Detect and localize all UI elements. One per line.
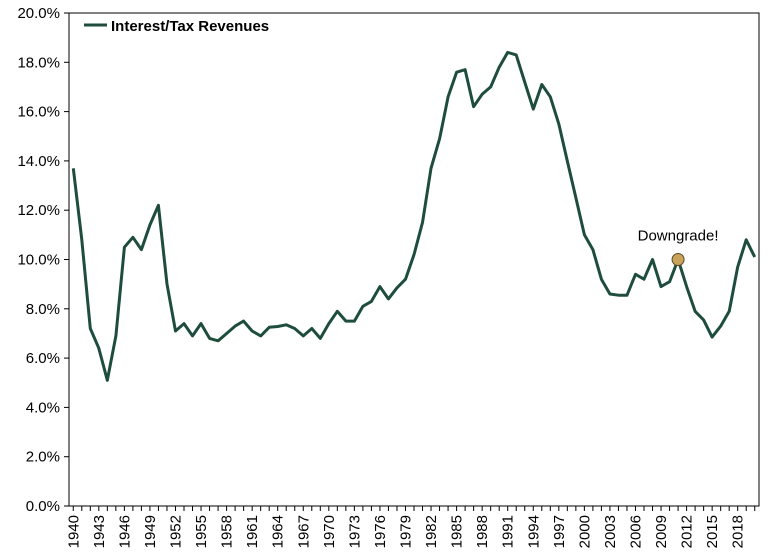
plot-frame [68, 12, 760, 507]
annotation-label: Downgrade! [638, 228, 719, 245]
x-tick-label: 1940 [65, 515, 82, 548]
y-tick-label: 16.0% [17, 104, 60, 121]
legend-label: Interest/Tax Revenues [111, 18, 269, 35]
y-tick-label: 18.0% [17, 54, 60, 71]
x-tick-label: 1967 [295, 515, 312, 548]
y-tick-label: 0.0% [26, 498, 60, 515]
y-tick-label: 6.0% [26, 350, 60, 367]
annotations: Downgrade! [638, 228, 719, 266]
x-tick-label: 1958 [219, 515, 236, 548]
x-tick-label: 1994 [525, 515, 542, 548]
y-tick-label: 8.0% [26, 301, 60, 318]
x-tick-label: 1952 [167, 515, 184, 548]
x-tick-label: 1961 [244, 515, 261, 548]
x-tick-label: 1955 [193, 515, 210, 548]
x-tick-label: 1973 [346, 515, 363, 548]
x-tick-label: 2018 [730, 515, 747, 548]
x-tick-label: 2015 [704, 515, 721, 548]
x-tick-label: 1976 [372, 515, 389, 548]
x-tick-label: 1991 [500, 515, 517, 548]
x-axis: 1940 1943 1946 1949 1952 1955 1958 1961 1964 1967… [65, 506, 756, 548]
y-tick-label: 4.0% [26, 399, 60, 416]
x-tick-label: 2000 [576, 515, 593, 548]
y-tick-label: 20.0% [17, 5, 60, 22]
series-line-interest-tax-revenues [71, 50, 757, 382]
x-tick-label: 2009 [653, 515, 670, 548]
x-tick-label: 2012 [679, 515, 696, 548]
y-tick-label: 10.0% [17, 252, 60, 269]
annotation-marker [671, 253, 685, 266]
x-tick-label: 2006 [627, 515, 644, 548]
x-tick-label: 1949 [142, 515, 159, 548]
x-tick-label: 1946 [116, 515, 133, 548]
y-tick-label: 2.0% [26, 449, 60, 466]
y-axis: 0.0% 2.0% 4.0% 6.0% 8.0% 10.0% 12.0% 14.0% 16.0%… [17, 5, 69, 515]
y-tick-label: 14.0% [17, 153, 60, 170]
x-tick-label: 1964 [270, 515, 287, 548]
legend: Interest/Tax Revenues [84, 18, 269, 35]
x-tick-label: 1997 [551, 515, 568, 548]
y-tick-label: 12.0% [17, 202, 60, 219]
x-tick-label: 2003 [602, 515, 619, 548]
x-tick-label: 1943 [91, 515, 108, 548]
x-tick-label: 1985 [449, 515, 466, 548]
x-tick-label: 1982 [423, 515, 440, 548]
x-tick-label: 1979 [397, 515, 414, 548]
x-tick-label: 1988 [474, 515, 491, 548]
x-tick-label: 1970 [321, 515, 338, 548]
